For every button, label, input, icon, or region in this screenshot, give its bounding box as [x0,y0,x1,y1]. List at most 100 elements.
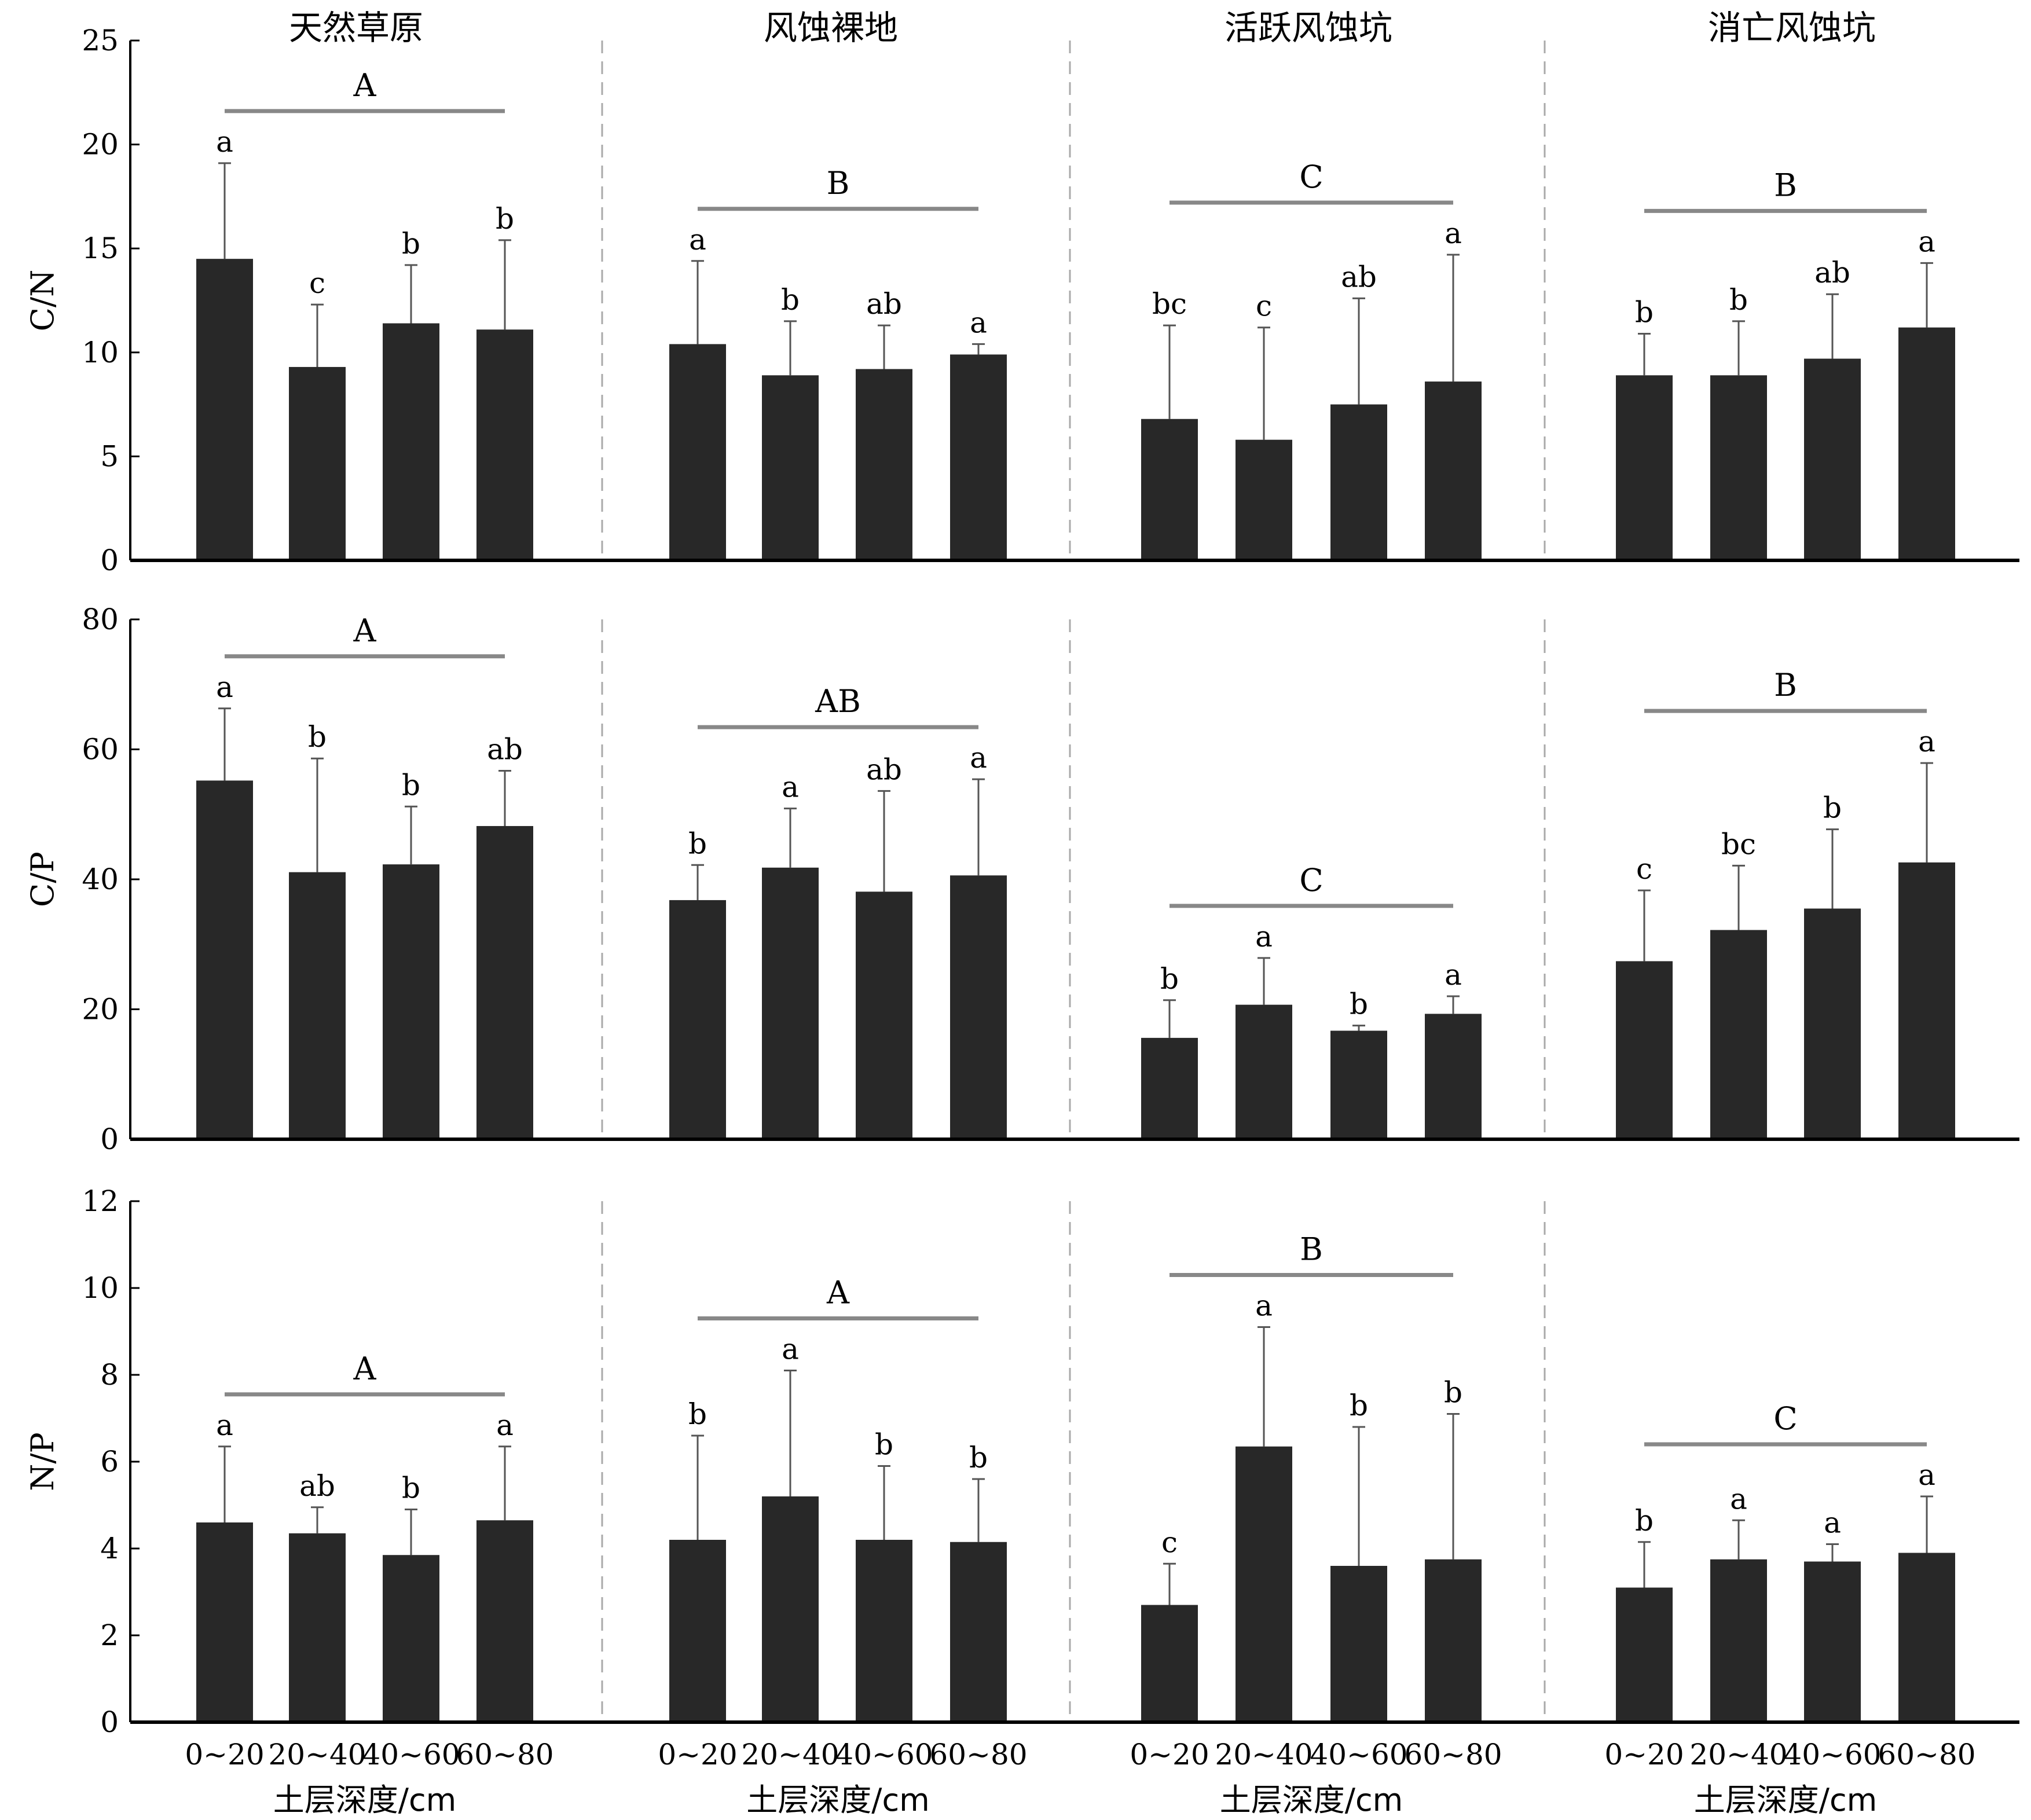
bar [669,1540,726,1722]
y-tick-label: 60 [82,733,119,766]
bar [762,375,819,560]
site-title: 消亡风蚀坑 [1708,8,1876,47]
bar [1425,1014,1482,1139]
y-tick-label: 0 [100,1122,119,1156]
significance-letter: a [1918,1458,1935,1492]
group-letter: A [826,1275,850,1311]
x-tick-label: 20~40 [741,1738,839,1771]
significance-letter: b [1823,791,1842,825]
bar [1616,961,1673,1139]
significance-letter: ab [487,733,523,766]
significance-letter: a [1730,1482,1747,1516]
bar [1236,439,1292,560]
significance-letter: b [308,720,327,754]
significance-letter: ab [866,287,902,321]
x-tick-label: 20~40 [1689,1738,1787,1771]
bar [1616,375,1673,560]
site-title: 天然草原 [289,8,423,47]
bar [476,329,533,560]
bar [1898,862,1955,1139]
group-letter: A [353,1351,377,1387]
x-tick-label: 0~20 [658,1738,737,1771]
x-tick-label: 40~60 [1310,1738,1407,1771]
bar [289,366,346,560]
significance-letter: c [1256,289,1272,323]
bar [762,1496,819,1722]
significance-letter: b [1729,283,1748,317]
significance-letter: b [1350,988,1368,1021]
bar [383,864,439,1139]
significance-letter: b [402,227,420,260]
group-letter: AB [815,683,861,720]
y-axis-label: C/P [24,852,61,907]
x-tick-label: 20~40 [1215,1738,1313,1771]
x-axis-label: 土层深度/cm [1220,1782,1403,1818]
bar [1898,327,1955,560]
significance-letter: b [1444,1376,1462,1410]
significance-letter: a [782,770,799,804]
significance-letter: a [216,670,233,704]
significance-letter: b [1160,962,1179,996]
y-tick-label: 40 [82,863,119,896]
y-tick-label: 20 [82,128,119,162]
y-tick-label: 0 [100,544,119,577]
y-tick-label: 10 [82,1271,119,1305]
y-tick-label: 2 [100,1619,119,1652]
site-titles: 天然草原 风蚀裸地 活跃风蚀坑 消亡风蚀坑 [289,8,1876,47]
site-title: 活跃风蚀坑 [1225,8,1392,47]
x-tick-label: 60~80 [1404,1738,1502,1771]
significance-letter: a [1255,920,1273,953]
bar [196,780,253,1139]
significance-letter: a [1445,217,1462,250]
site-title: 风蚀裸地 [764,8,898,47]
bar [196,1522,253,1722]
x-axis-label: 土层深度/cm [746,1782,930,1818]
significance-letter: b [969,1441,988,1474]
y-axis-label: N/P [24,1432,61,1491]
y-tick-label: 4 [100,1532,119,1565]
group-letter: C [1299,159,1323,195]
group-letter: A [353,67,377,104]
y-tick-label: 20 [82,993,119,1026]
x-tick-label: 60~80 [929,1738,1027,1771]
bar [1804,908,1861,1139]
group-letter: C [1299,862,1323,898]
significance-letter: b [1635,295,1654,329]
y-tick-label: 10 [82,336,119,369]
significance-letter: a [782,1333,799,1366]
bar [856,1540,912,1722]
bar [1804,1561,1861,1722]
bar [669,900,726,1139]
significance-letter: b [688,827,707,860]
bar [1425,381,1482,560]
bar [1236,1004,1292,1139]
significance-letter: a [1824,1506,1841,1540]
bar [950,1542,1007,1722]
x-tick-label: 40~60 [1783,1738,1881,1771]
bar [383,1555,439,1722]
bar [1710,375,1767,560]
significance-letter: c [309,266,325,300]
significance-letter: b [1635,1504,1654,1538]
significance-letter: bc [1152,287,1187,321]
bar [1710,1559,1767,1722]
x-axis-label: 土层深度/cm [273,1782,457,1818]
significance-letter: b [688,1397,707,1431]
significance-letter: a [689,223,706,256]
significance-letter: a [216,1408,233,1442]
bar [1710,930,1767,1139]
y-tick-label: 5 [100,439,119,473]
y-tick-label: 80 [82,603,119,636]
bar [1330,404,1387,560]
significance-letter: c [1636,852,1652,886]
y-tick-label: 0 [100,1705,119,1739]
bar [1330,1030,1387,1139]
significance-letter: a [970,741,987,775]
x-tick-label: 0~20 [1604,1738,1684,1771]
significance-letter: ab [1341,260,1377,293]
